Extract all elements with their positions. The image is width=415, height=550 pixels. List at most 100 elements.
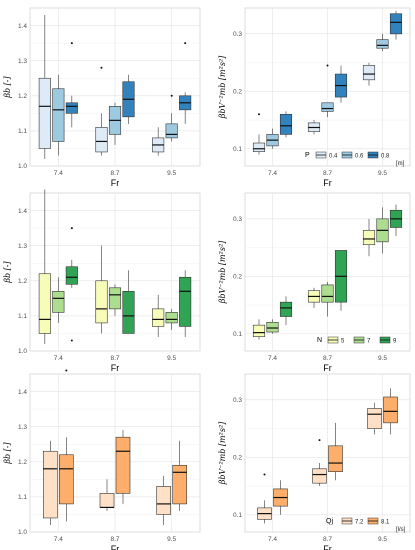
y-axis-title: βb [-]	[3, 261, 12, 284]
box-iqr	[172, 464, 187, 505]
outlier-point	[170, 94, 173, 97]
legend-item-0.6: 0.6	[341, 151, 364, 160]
x-tick-label: 8.7	[110, 170, 119, 177]
box-iqr	[165, 123, 178, 139]
box-0.4-9.5	[152, 127, 165, 156]
box-iqr	[279, 301, 293, 317]
legend: N 5 7 9	[317, 336, 397, 345]
box-iqr	[179, 276, 192, 327]
chart-panel-5: 1.0 1.1 1.2 1.3 1.4 7.4 8.7 9.5 Fr βb [-]	[3, 369, 201, 550]
y-tick-label: 1.3	[18, 243, 27, 250]
y-tick-label: 1.0	[18, 529, 27, 536]
box-5-7.4	[38, 189, 51, 344]
y-tick-label: 0.3	[233, 397, 242, 404]
box-0.4-8.7	[95, 66, 108, 156]
legend-label: 7.2	[355, 520, 364, 526]
y-tick-label: 0.2	[233, 274, 242, 281]
y-axis-title: βbV⁻²mb [m²s²]	[218, 55, 227, 119]
x-tick-label: 9.5	[167, 536, 176, 543]
x-tick-label: 9.5	[167, 355, 176, 362]
box-iqr	[99, 493, 115, 508]
box-7.2-8.7	[312, 439, 327, 487]
y-tick-label: 1.4	[18, 23, 27, 30]
chart-panel-2: 0.1 0.2 0.3 7.4 8.7 9.5 Fr βbV⁻²mb [m²s²] P 0.4 0.…	[218, 7, 411, 188]
x-tick-label: 9.5	[378, 355, 387, 362]
legend-unit: [m]	[396, 161, 405, 167]
box-iqr	[52, 291, 65, 313]
box-iqr	[165, 312, 178, 324]
legend-label: 5	[341, 339, 345, 345]
y-tick-label: 1.4	[18, 208, 27, 215]
outlier-point	[258, 113, 260, 116]
outlier-point	[184, 42, 187, 45]
box-0.6-7.4	[52, 74, 65, 156]
box-0.6-8.7	[108, 102, 122, 145]
box-iqr	[38, 273, 51, 334]
box-5-9.5	[362, 218, 376, 257]
x-tick-label: 9.5	[378, 170, 387, 177]
box-iqr	[95, 127, 108, 153]
chart-panel-6: 0.1 0.2 0.3 7.4 8.7 9.5 Fr βbV⁻²mb [m²s²] Qj 7.2 8…	[218, 373, 411, 550]
x-tick-label: 8.7	[323, 355, 332, 362]
legend-item-7.2: 7.2	[341, 517, 364, 526]
outlier-point	[70, 339, 73, 342]
box-7.2-7.4	[257, 473, 272, 524]
box-iqr	[59, 454, 74, 505]
legend: Qj 7.2 8.1 [l/s]	[326, 517, 406, 533]
box-iqr	[152, 308, 165, 327]
box-8.1-9.5	[383, 388, 398, 435]
x-axis-title: Fr	[111, 363, 120, 373]
x-tick-label: 9.5	[378, 536, 387, 543]
box-0.4-9.5	[362, 62, 376, 86]
chart-panel-3: 1.0 1.1 1.2 1.3 1.4 7.4 8.7 9.5 Fr βb [-]	[3, 189, 201, 373]
box-iqr	[38, 77, 51, 149]
box-iqr	[266, 321, 279, 333]
y-tick-label: 0.1	[233, 512, 242, 519]
legend-label: 0.6	[355, 154, 364, 160]
box-iqr	[122, 291, 135, 334]
x-axis-title: Fr	[323, 178, 332, 188]
y-tick-label: 0.3	[233, 216, 242, 223]
box-9-8.7	[334, 250, 348, 311]
box-0.6-9.5	[165, 94, 178, 142]
box-0.8-7.4	[279, 111, 293, 138]
x-axis-title: Fr	[323, 363, 332, 373]
box-8.1-9.5	[172, 440, 187, 511]
box-iqr	[389, 13, 403, 35]
box-0.6-7.4	[266, 128, 279, 149]
box-iqr	[52, 88, 65, 142]
box-8.1-7.4	[273, 480, 288, 515]
box-iqr	[65, 102, 78, 114]
box-iqr	[65, 266, 78, 285]
y-tick-label: 1.4	[18, 389, 27, 396]
legend-label: 0.8	[381, 154, 390, 160]
x-tick-label: 9.5	[167, 170, 176, 177]
box-iqr	[328, 445, 343, 472]
box-7-8.7	[108, 284, 122, 316]
box-iqr	[321, 102, 334, 112]
box-0.4-7.4	[38, 15, 51, 159]
x-tick-label: 7.4	[54, 355, 63, 362]
box-iqr	[376, 39, 389, 49]
box-iqr	[156, 486, 171, 515]
legend-item-8.1: 8.1	[367, 517, 390, 526]
y-axis-title: βb [-]	[3, 76, 12, 99]
y-tick-label: 0.1	[233, 331, 242, 338]
outlier-point	[263, 473, 266, 476]
y-tick-label: 1.1	[18, 128, 27, 135]
box-0.8-8.7	[122, 74, 135, 124]
box-iqr	[252, 324, 266, 337]
box-8.1-8.7	[328, 422, 343, 481]
y-tick-label: 0.2	[233, 89, 242, 96]
x-tick-label: 7.4	[268, 355, 277, 362]
x-tick-label: 7.4	[54, 536, 63, 543]
box-iqr	[279, 113, 293, 135]
y-tick-label: 1.0	[18, 163, 27, 170]
box-iqr	[43, 450, 58, 519]
x-tick-label: 8.7	[323, 536, 332, 543]
box-5-9.5	[152, 294, 165, 337]
x-tick-label: 8.7	[110, 355, 119, 362]
legend-item-0.4: 0.4	[315, 151, 338, 160]
y-tick-label: 1.2	[18, 93, 27, 100]
